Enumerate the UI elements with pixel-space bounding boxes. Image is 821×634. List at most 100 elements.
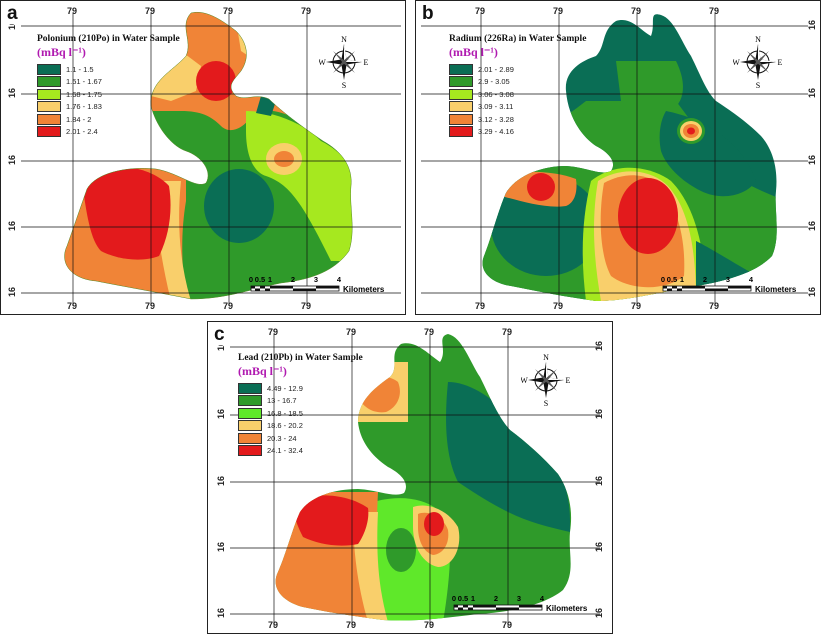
scale-label: 3	[314, 275, 318, 284]
scale-label: 2	[494, 594, 498, 603]
legend-class: 1.68 - 1.75	[37, 88, 180, 100]
panel-b-top-tick: 79	[631, 6, 642, 16]
panel-a-top-tick: 79	[301, 6, 312, 16]
panel-c-right-tick: 16	[594, 340, 605, 352]
scale-bar: 0 0.5 1 2 3 4 Kilometers	[661, 275, 797, 294]
panel-c-label: c	[211, 325, 228, 345]
legend-swatch	[238, 432, 262, 444]
scale-label: 4	[540, 594, 545, 603]
legend-title: Lead (210Pb) in Water Sample	[238, 353, 363, 363]
compass-rose-icon: N S E W	[521, 353, 571, 406]
compass-east: E	[566, 376, 571, 385]
legend-range: 3.09 - 3.11	[478, 102, 514, 111]
legend-swatch	[37, 76, 61, 87]
panel-a-polonium-map: a	[0, 0, 406, 315]
legend-swatch	[238, 395, 262, 406]
legend-class: 1.84 - 2	[37, 113, 180, 125]
panel-c-bottom-tick: 79	[346, 620, 357, 630]
panel-c-lead-map: c	[207, 321, 613, 634]
panel-a-bottom-tick: 79	[67, 301, 78, 311]
legend-class: 3.06 - 3.08	[449, 88, 586, 100]
scale-label: 0	[452, 594, 456, 603]
legend-range: 24.1 - 32.4	[267, 446, 303, 455]
scale-label: 0	[249, 275, 253, 284]
panel-b-bottom-tick: 79	[475, 301, 486, 311]
compass-rose-icon: N S E W	[733, 35, 783, 88]
legend-swatch	[37, 101, 61, 112]
legend-unit: (mBq l⁻¹)	[37, 45, 86, 59]
panel-a-left-tick: 16	[7, 220, 18, 232]
panel-b-label: b	[419, 4, 437, 24]
polonium-concentration-map	[21, 11, 401, 306]
legend-swatch	[37, 88, 61, 100]
panel-b-bottom-tick: 79	[709, 301, 720, 311]
panel-b-bottom-tick: 79	[631, 301, 642, 311]
panel-c-left-tick: 16	[216, 475, 227, 487]
compass-west: W	[733, 58, 740, 67]
panel-a-left-tick: 16	[7, 286, 18, 298]
panel-b-right-tick: 16	[807, 87, 818, 99]
legend-range: 3.12 - 3.28	[478, 114, 514, 124]
panel-b-legend: Radium (226Ra) in Water Sample (mBq l⁻¹)…	[449, 34, 586, 138]
panel-c-bottom-tick: 79	[424, 620, 435, 630]
panel-b-top-tick: 79	[709, 6, 720, 16]
legend-range: 1.68 - 1.75	[66, 89, 102, 99]
legend-swatch	[449, 76, 473, 87]
panel-a-left-tick: 16	[7, 154, 18, 166]
legend-class: 2.9 - 3.05	[449, 76, 586, 88]
legend-range: 2.9 - 3.05	[478, 77, 510, 86]
compass-south: S	[342, 81, 346, 88]
panel-c-top-tick: 79	[424, 327, 435, 337]
legend-range: 16.8 - 18.5	[267, 408, 303, 418]
legend-range: 18.6 - 20.2	[267, 421, 303, 430]
scale-label: 1	[268, 275, 272, 284]
panel-a-left-tick: 16	[7, 87, 18, 99]
legend-range: 4.49 - 12.9	[267, 383, 303, 393]
panel-c-left-tick: 16	[216, 408, 227, 420]
legend-class: 2.01 - 2.4	[37, 126, 180, 138]
panel-a-bottom-tick: 79	[301, 301, 312, 311]
panel-a-bottom-tick: 79	[145, 301, 156, 311]
panel-c-bottom-tick: 79	[502, 620, 513, 630]
legend-class: 3.09 - 3.11	[449, 101, 586, 113]
legend-class: 1.1 - 1.5	[37, 63, 180, 75]
panel-b-top-tick: 79	[553, 6, 564, 16]
legend-title: Radium (226Ra) in Water Sample	[449, 34, 587, 44]
scale-label: 0	[661, 275, 665, 284]
legend-swatch	[238, 445, 262, 456]
legend-range: 3.06 - 3.08	[478, 89, 514, 99]
legend-class: 1.76 - 1.83	[37, 101, 180, 113]
scale-bar: 0 0.5 1 2 3 4 Kilometers	[249, 275, 385, 294]
compass-north: N	[755, 35, 761, 44]
compass-west: W	[319, 58, 326, 67]
legend-swatch	[449, 88, 473, 100]
panel-c-bottom-tick: 79	[268, 620, 279, 630]
legend-class: 13 - 16.7	[238, 395, 363, 407]
scale-label: 4	[749, 275, 754, 284]
legend-range: 1.1 - 1.5	[66, 64, 94, 74]
scale-label: 2	[291, 275, 295, 284]
legend-swatch	[449, 101, 473, 112]
panel-a-top-tick: 79	[145, 6, 156, 16]
radium-concentration-map	[421, 13, 808, 306]
legend-swatch	[37, 113, 61, 125]
scale-label: 4	[337, 275, 342, 284]
scale-label: 0.5	[255, 275, 265, 284]
legend-range: 2.01 - 2.4	[66, 127, 98, 136]
panel-c-right-tick: 16	[594, 408, 605, 420]
panel-a-label: a	[4, 4, 21, 24]
legend-range: 2.01 - 2.89	[478, 64, 514, 74]
scale-unit: Kilometers	[343, 285, 385, 294]
legend-range: 1.84 - 2	[66, 114, 92, 124]
scale-label: 0.5	[667, 275, 677, 284]
scale-unit: Kilometers	[755, 285, 797, 294]
scale-unit: Kilometers	[546, 604, 588, 613]
scale-label: 3	[517, 594, 521, 603]
legend-range: 3.29 - 4.16	[478, 127, 514, 136]
panel-a-top-tick: 79	[67, 6, 78, 16]
compass-north: N	[341, 35, 347, 44]
scale-bar: 0 0.5 1 2 3 4 Kilometers	[452, 594, 588, 613]
panel-c-right-tick: 16	[594, 541, 605, 553]
panel-c-right-tick: 16	[594, 475, 605, 487]
legend-title: Polonium (210Po) in Water Sample	[37, 34, 180, 44]
